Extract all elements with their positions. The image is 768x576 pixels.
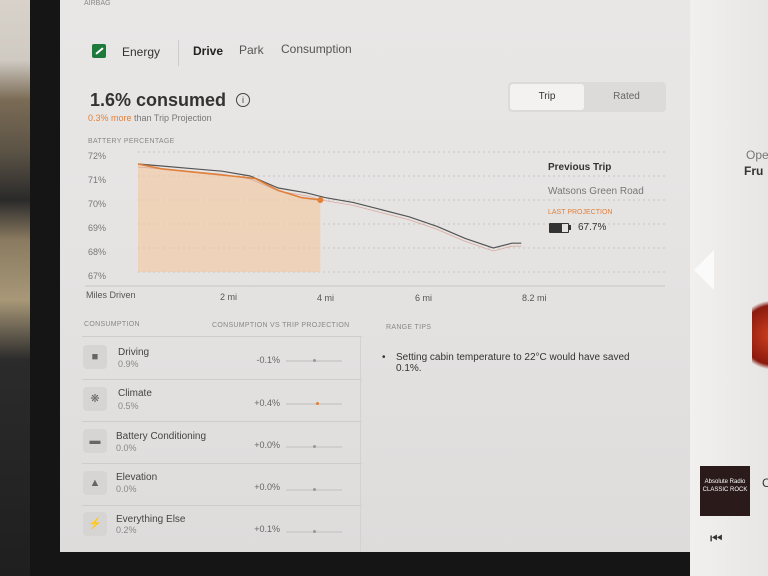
current-trip-line [137,163,321,201]
row-value: 0.2% [116,525,137,535]
row-value: 0.0% [116,484,137,494]
previous-trip-line [137,163,522,249]
list-divider [82,379,362,380]
y-tick: 69% [88,223,107,233]
x-tick: 6 mi [415,293,433,303]
delta-marker [313,488,316,491]
row-delta: +0.0% [254,482,280,492]
consumed-area [138,164,321,272]
media-text-line2: Fru [744,164,764,178]
list-divider [82,505,362,506]
trip-rated-toggle: Trip Rated [508,82,666,112]
tab-drive[interactable]: Drive [193,44,224,58]
row-delta: -0.1% [256,355,280,365]
list-divider [82,336,362,337]
delta-marker [313,530,316,533]
station-artwork-text: Absolute Radio CLASSIC ROCK [702,479,748,493]
row-label: Driving [118,347,150,358]
battery-icon: ▬ [83,429,107,453]
media-partial-title: C [762,476,768,490]
legend-location: Watsons Green Road [548,186,644,197]
delta-marker [313,359,316,362]
row-value: 0.9% [118,359,139,369]
current-position-marker [317,197,324,203]
battery-level-fill [550,224,562,232]
car-icon: ■ [83,345,107,369]
row-label: Elevation [116,472,158,483]
chart-ylabel: BATTERY PERCENTAGE [88,138,175,145]
mountain-icon: ▲ [83,471,107,495]
list-divider [82,421,362,422]
toggle-rated[interactable]: Rated [613,91,640,102]
fan-icon: ❋ [83,387,107,411]
y-tick: 71% [88,175,107,185]
delta-value: 0.3% more [88,113,132,123]
previous-track-button[interactable]: ⏮ [710,530,723,546]
consumed-headline: 1.6% consumed [90,90,227,110]
bolt-icon: ⚡ [83,512,107,536]
tab-consumption[interactable]: Consumption [281,42,352,56]
tab-park[interactable]: Park [239,43,264,57]
chevron-left-icon[interactable] [694,250,714,290]
y-tick: 67% [88,271,107,281]
nav-divider [178,40,179,66]
row-label: Battery Conditioning [116,431,207,442]
y-tick: 70% [88,199,107,209]
delta-bar [286,403,342,405]
range-tips-header: RANGE TIPS [386,324,432,331]
x-tick: 4 mi [317,293,335,303]
airbag-indicator: AIRBAG [84,0,111,7]
row-delta: +0.4% [254,398,280,408]
x-tick: 2 mi [220,292,238,302]
x-tick: 8.2 mi [522,293,547,303]
toggle-trip[interactable]: Trip [510,84,584,110]
y-tick: 72% [88,151,107,161]
legend-title: Previous Trip [548,162,612,173]
consumption-header: CONSUMPTION [84,321,140,328]
info-icon[interactable]: i [236,93,250,107]
range-tip: Setting cabin temperature to 22°C would … [382,352,652,374]
media-text-line1: Ope [746,148,768,162]
row-value: 0.0% [116,443,137,453]
x-axis-label: Miles Driven [86,290,136,300]
background-object [752,290,768,380]
y-tick: 68% [88,247,107,257]
row-delta: +0.0% [254,440,280,450]
battery-tip [569,225,571,230]
media-panel: Ope Fru Absolute Radio CLASSIC ROCK C ⏮ [690,0,768,576]
delta-marker [313,445,316,448]
row-label: Everything Else [116,514,186,525]
delta-suffix: than Trip Projection [134,113,212,123]
energy-app: AIRBAG Energy Drive Park Consumption 1.6… [60,0,690,552]
row-value: 0.5% [118,401,139,411]
last-projection-value: 67.7% [578,222,607,233]
consumption-vs-header: CONSUMPTION VS TRIP PROJECTION [212,322,350,329]
battery-chart [85,151,665,287]
column-divider [360,336,361,552]
row-label: Climate [118,388,152,399]
last-projection-label: LAST PROJECTION [548,209,613,216]
range-tip-text: Setting cabin temperature to 22°C would … [396,352,630,374]
station-artwork[interactable]: Absolute Radio CLASSIC ROCK [700,466,750,516]
projection-delta: 0.3% more than Trip Projection [88,113,212,123]
list-divider [82,463,362,464]
energy-app-icon [92,44,106,58]
delta-marker [315,402,319,405]
app-title: Energy [122,45,161,59]
battery-icon [549,223,569,233]
row-delta: +0.1% [254,524,280,534]
